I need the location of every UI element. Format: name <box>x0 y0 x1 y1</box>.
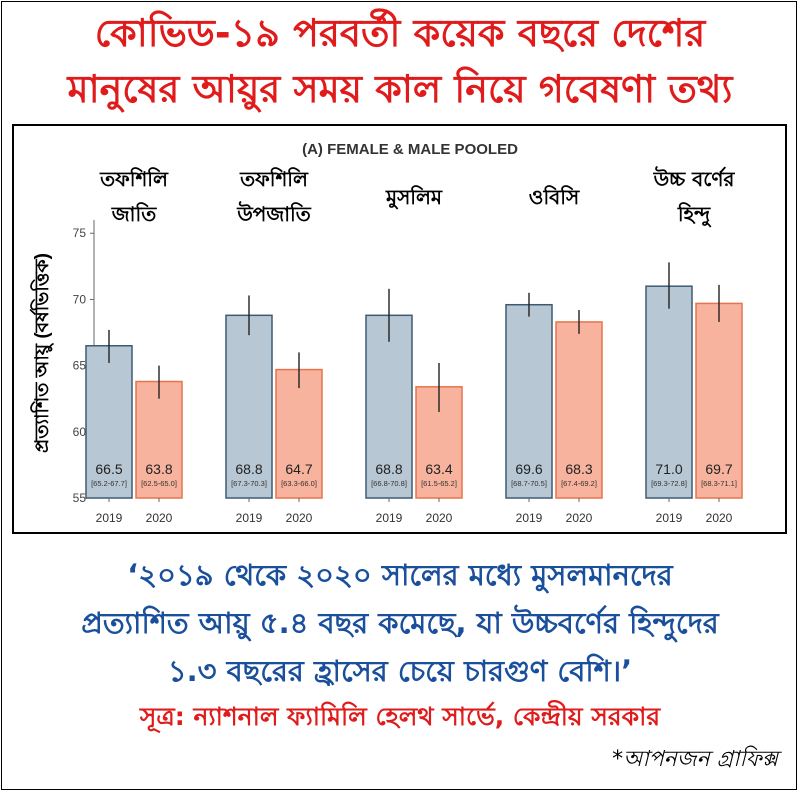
ci-label: [68.3-71.1] <box>701 479 737 488</box>
group-label: তফশিলি <box>99 167 169 191</box>
x-tick-label: 2020 <box>426 511 453 525</box>
quote-line-1: ‘২০১৯ থেকে ২০২০ সালের মধ্যে মুসলমানদের <box>127 558 673 592</box>
bar-2019 <box>505 303 553 499</box>
y-tick-label: 65 <box>73 359 87 373</box>
bar-2020 <box>555 321 603 499</box>
life-expectancy-chart: (A) FEMALE & MALE POOLED প্রত্যাশিত আয়ু… <box>29 141 743 525</box>
chart-panel: (A) FEMALE & MALE POOLED প্রত্যাশিত আয়ু… <box>12 124 787 534</box>
value-label: 63.4 <box>425 461 452 477</box>
ci-label: [61.5-65.2] <box>421 479 457 488</box>
source-note: সূত্র: ন্যাশনাল ফ্যামিলি হেলথ সার্ভে, কে… <box>139 702 661 731</box>
x-tick-label: 2020 <box>566 511 593 525</box>
y-axis-label: প্রত্যাশিত আয়ু (বর্ষভিত্তিক) <box>29 253 54 453</box>
x-tick-label: 2019 <box>96 511 123 525</box>
headline-line-2: মানুষের আয়ুর সময় কাল নিয়ে গবেষণা তথ্য <box>67 67 733 111</box>
group-label: হিন্দু <box>677 202 712 228</box>
x-tick-label: 2019 <box>376 511 403 525</box>
quote-line-3: ১.৩ বছরের হ্রাসের চেয়ে চারগুণ বেশি।’ <box>167 654 633 688</box>
x-tick-label: 2019 <box>516 511 543 525</box>
value-label: 69.7 <box>705 461 732 477</box>
y-tick-label: 55 <box>73 491 87 505</box>
chart-title: (A) FEMALE & MALE POOLED <box>302 141 518 158</box>
x-tick-label: 2020 <box>146 511 173 525</box>
y-tick-label: 60 <box>73 425 87 439</box>
value-label: 66.5 <box>95 461 122 477</box>
y-axis: প্রত্যাশিত আয়ু (বর্ষভিত্তিক) 55 60 65 70 75 <box>29 220 95 505</box>
ci-label: [68.7-70.5] <box>511 479 547 488</box>
value-label: 71.0 <box>655 461 682 477</box>
ci-label: [63.3-66.0] <box>281 479 317 488</box>
bar-group: ওবিসি 69.6 [68.7-70.5] 2019 68.3 [67.4-69.2] 2… <box>505 185 603 525</box>
bar-group: উচ্চ বর্ণের হিন্দু 71.0 [69.3-72.8] 2019 69.7… <box>645 166 743 525</box>
ci-label: [67.4-69.2] <box>561 479 597 488</box>
quote-line-2: প্রত্যাশিত আয়ু ৫.৪ বছর কমেছে, যা উচ্চবর… <box>81 606 719 640</box>
ci-label: [67.3-70.3] <box>231 479 267 488</box>
group-label: জাতি <box>111 202 157 226</box>
ci-label: [66.8-70.8] <box>371 479 407 488</box>
value-label: 68.3 <box>565 461 592 477</box>
x-tick-label: 2020 <box>706 511 733 525</box>
bar-group: মুসলিম 68.8 [66.8-70.8] 2019 63.4 [61.5-65.2]… <box>365 185 463 525</box>
graphics-credit: *আপনজন গ্রাফিক্স <box>612 747 778 772</box>
group-label: মুসলিম <box>385 185 443 210</box>
bar-group: তফশিলি জাতি 66.5 [65.2-67.7] 2019 63.8 [62.5-6… <box>85 167 183 525</box>
y-tick-label: 75 <box>73 226 87 240</box>
ci-label: [62.5-65.0] <box>141 479 177 488</box>
bar-2019 <box>225 314 273 499</box>
group-label: উপজাতি <box>236 201 312 226</box>
ci-label: [69.3-72.8] <box>651 479 687 488</box>
group-label: তফশিলি <box>239 167 309 191</box>
value-label: 68.8 <box>235 461 262 477</box>
group-label: ওবিসি <box>529 185 580 209</box>
value-label: 63.8 <box>145 461 172 477</box>
x-tick-label: 2019 <box>236 511 263 525</box>
x-tick-label: 2019 <box>656 511 683 525</box>
x-tick-label: 2020 <box>286 511 313 525</box>
value-label: 64.7 <box>285 461 312 477</box>
bar-2019 <box>645 285 693 499</box>
value-label: 69.6 <box>515 461 542 477</box>
bar-groups: তফশিলি জাতি 66.5 [65.2-67.7] 2019 63.8 [62.5-6… <box>85 166 743 525</box>
headline-line-1: কোভিড-১৯ পরবর্তী কয়েক বছরে দেশের <box>94 11 706 55</box>
y-tick-label: 70 <box>73 292 87 306</box>
group-label: উচ্চ বর্ণের <box>653 166 736 191</box>
ci-label: [65.2-67.7] <box>91 479 127 488</box>
bar-group: তফশিলি উপজাতি 68.8 [67.3-70.3] 2019 64.7 [63.3… <box>225 167 323 525</box>
value-label: 68.8 <box>375 461 402 477</box>
